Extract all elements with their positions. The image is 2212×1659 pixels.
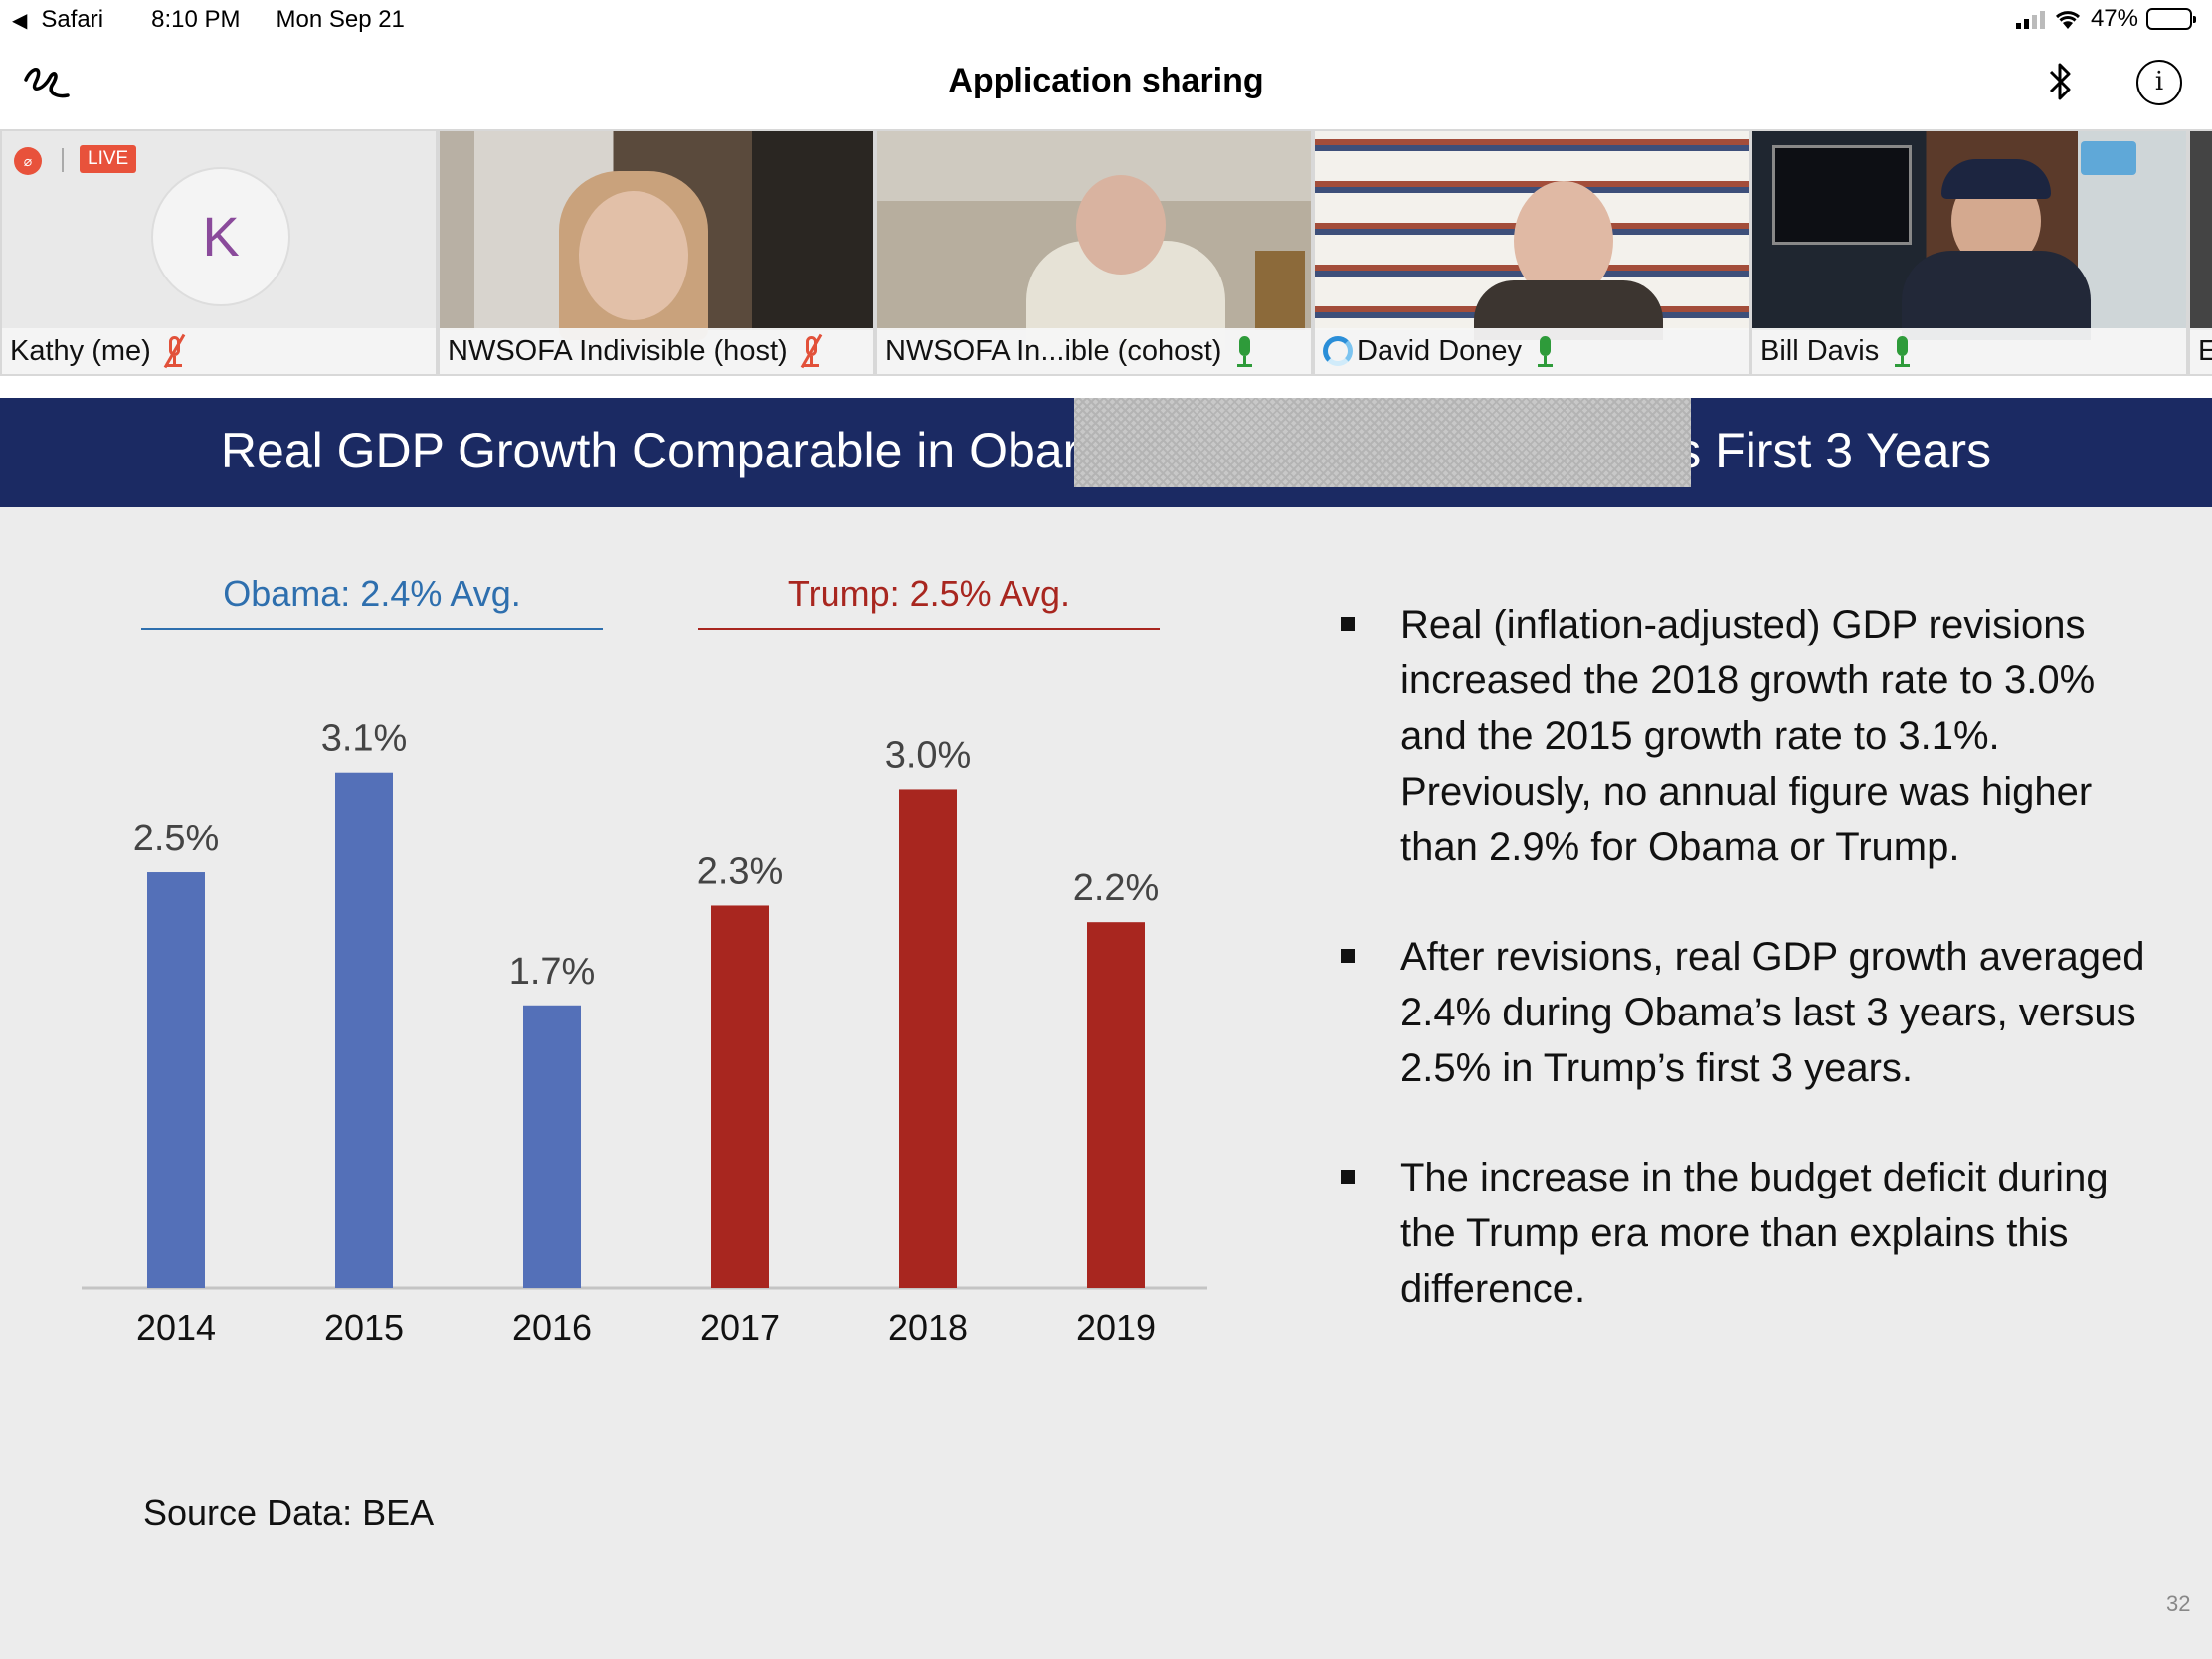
obama-underline bbox=[141, 628, 603, 630]
participant-tile[interactable]: ⌀ LIVE K Kathy (me) bbox=[2, 131, 436, 374]
x-tick-label: 2016 bbox=[512, 1307, 592, 1348]
data-label: 3.0% bbox=[885, 734, 972, 776]
data-label: 1.7% bbox=[509, 951, 596, 993]
mic-muted-icon bbox=[163, 333, 186, 369]
bar-2014 bbox=[147, 872, 205, 1288]
participant-name: E bbox=[2198, 334, 2212, 367]
participant-name: NWSOFA Indivisible (host) bbox=[448, 334, 788, 367]
participant-strip[interactable]: ⌀ LIVE K Kathy (me) NWSOFA Indivisible (… bbox=[0, 129, 2212, 376]
participant-video bbox=[440, 131, 873, 340]
participant-name-bar: Bill Davis bbox=[1752, 328, 2186, 374]
participant-video bbox=[877, 131, 1311, 350]
participant-tile[interactable]: NWSOFA Indivisible (host) bbox=[440, 131, 873, 374]
bar-2015 bbox=[335, 772, 393, 1288]
slide-number: 32 bbox=[2166, 1591, 2191, 1616]
participant-tile[interactable]: David Doney bbox=[1315, 131, 1749, 374]
bullet-marker bbox=[1341, 949, 1355, 963]
data-label: 3.1% bbox=[321, 718, 408, 760]
status-bar: ◀ Safari 8:10 PM Mon Sep 21 47% bbox=[0, 0, 2212, 40]
participant-video bbox=[1315, 131, 1749, 340]
shared-slide: Real GDP Growth Comparable in Obar s Firs… bbox=[0, 398, 2212, 1659]
cellular-signal-icon bbox=[2015, 9, 2045, 29]
annotate-icon[interactable] bbox=[22, 60, 76, 105]
avatar: K bbox=[151, 167, 290, 306]
bullet-text: The increase in the budget deficit durin… bbox=[1400, 1156, 2109, 1311]
source-note: Source Data: BEA bbox=[143, 1492, 435, 1533]
live-badge: LIVE bbox=[80, 145, 137, 173]
participant-name-bar: E bbox=[2190, 328, 2212, 374]
info-icon[interactable]: i bbox=[2136, 60, 2182, 105]
participant-video bbox=[2190, 131, 2212, 330]
back-arrow-icon[interactable]: ◀ bbox=[12, 9, 28, 32]
x-tick-label: 2019 bbox=[1076, 1307, 1156, 1348]
status-time: 8:10 PM bbox=[151, 6, 241, 33]
battery-percent: 47% bbox=[2090, 5, 2138, 32]
battery-icon bbox=[2146, 8, 2196, 30]
mic-on-icon bbox=[1891, 334, 1913, 368]
bar-2018 bbox=[899, 789, 957, 1288]
x-tick-label: 2014 bbox=[136, 1307, 216, 1348]
back-app-label[interactable]: Safari bbox=[41, 6, 104, 33]
navigation-bar: Application sharing i bbox=[0, 40, 2212, 129]
participant-name: David Doney bbox=[1357, 334, 1523, 367]
slide-title-left: Real GDP Growth Comparable in Obar bbox=[220, 423, 1080, 478]
mic-on-icon bbox=[1233, 334, 1255, 368]
redacted-region bbox=[1074, 398, 1691, 487]
slide-title-right: s First 3 Years bbox=[1676, 423, 1992, 478]
bullet-marker bbox=[1341, 1170, 1355, 1184]
status-date: Mon Sep 21 bbox=[276, 6, 405, 33]
bullet-list: Real (inflation-adjusted) GDP revisions … bbox=[1333, 597, 2148, 1371]
participant-video bbox=[1752, 131, 2186, 340]
bullet-item: Real (inflation-adjusted) GDP revisions … bbox=[1333, 597, 2148, 875]
mic-muted-icon bbox=[800, 333, 822, 369]
trump-underline bbox=[698, 628, 1160, 630]
bar-2016 bbox=[523, 1005, 581, 1288]
x-tick-label: 2015 bbox=[324, 1307, 404, 1348]
participant-name: Kathy (me) bbox=[10, 334, 151, 367]
participant-name-bar: NWSOFA In...ible (cohost) bbox=[877, 328, 1311, 374]
bullet-item: After revisions, real GDP growth average… bbox=[1333, 929, 2148, 1096]
bullet-text: Real (inflation-adjusted) GDP revisions … bbox=[1400, 603, 2096, 869]
slide-title: Real GDP Growth Comparable in Obar s Firs… bbox=[0, 422, 2212, 479]
recording-icon: ⌀ bbox=[14, 147, 42, 175]
participant-name-bar: David Doney bbox=[1315, 328, 1749, 374]
mic-on-icon bbox=[1534, 334, 1556, 368]
participant-tile[interactable]: E bbox=[2190, 131, 2212, 374]
data-label: 2.5% bbox=[133, 818, 220, 859]
bar-2017 bbox=[711, 905, 769, 1288]
x-tick-label: 2017 bbox=[700, 1307, 780, 1348]
participant-name-bar: Kathy (me) bbox=[2, 328, 436, 374]
x-tick-label: 2018 bbox=[888, 1307, 968, 1348]
gdp-bar-chart: 2.5% 2014 3.1% 2015 1.7% 2016 2.3% 2017 3.0% 2018… bbox=[82, 718, 1207, 1348]
bullet-item: The increase in the budget deficit durin… bbox=[1333, 1150, 2148, 1317]
participant-tile[interactable]: Bill Davis bbox=[1752, 131, 2186, 374]
bluetooth-icon[interactable] bbox=[2045, 58, 2075, 105]
trump-average-label: Trump: 2.5% Avg. bbox=[787, 573, 1071, 614]
bullet-marker bbox=[1341, 617, 1355, 631]
participant-name: Bill Davis bbox=[1760, 334, 1880, 367]
divider bbox=[62, 148, 64, 172]
participant-tile[interactable]: NWSOFA In...ible (cohost) bbox=[877, 131, 1311, 374]
page-title: Application sharing bbox=[948, 62, 1264, 99]
participant-name: NWSOFA In...ible (cohost) bbox=[885, 334, 1222, 367]
data-label: 2.2% bbox=[1073, 867, 1160, 909]
loading-icon bbox=[1323, 336, 1353, 366]
wifi-icon bbox=[2055, 11, 2080, 29]
bar-2019 bbox=[1087, 922, 1145, 1288]
participant-name-bar: NWSOFA Indivisible (host) bbox=[440, 328, 873, 374]
bullet-text: After revisions, real GDP growth average… bbox=[1400, 935, 2145, 1090]
data-label: 2.3% bbox=[697, 850, 784, 892]
obama-average-label: Obama: 2.4% Avg. bbox=[223, 573, 521, 614]
